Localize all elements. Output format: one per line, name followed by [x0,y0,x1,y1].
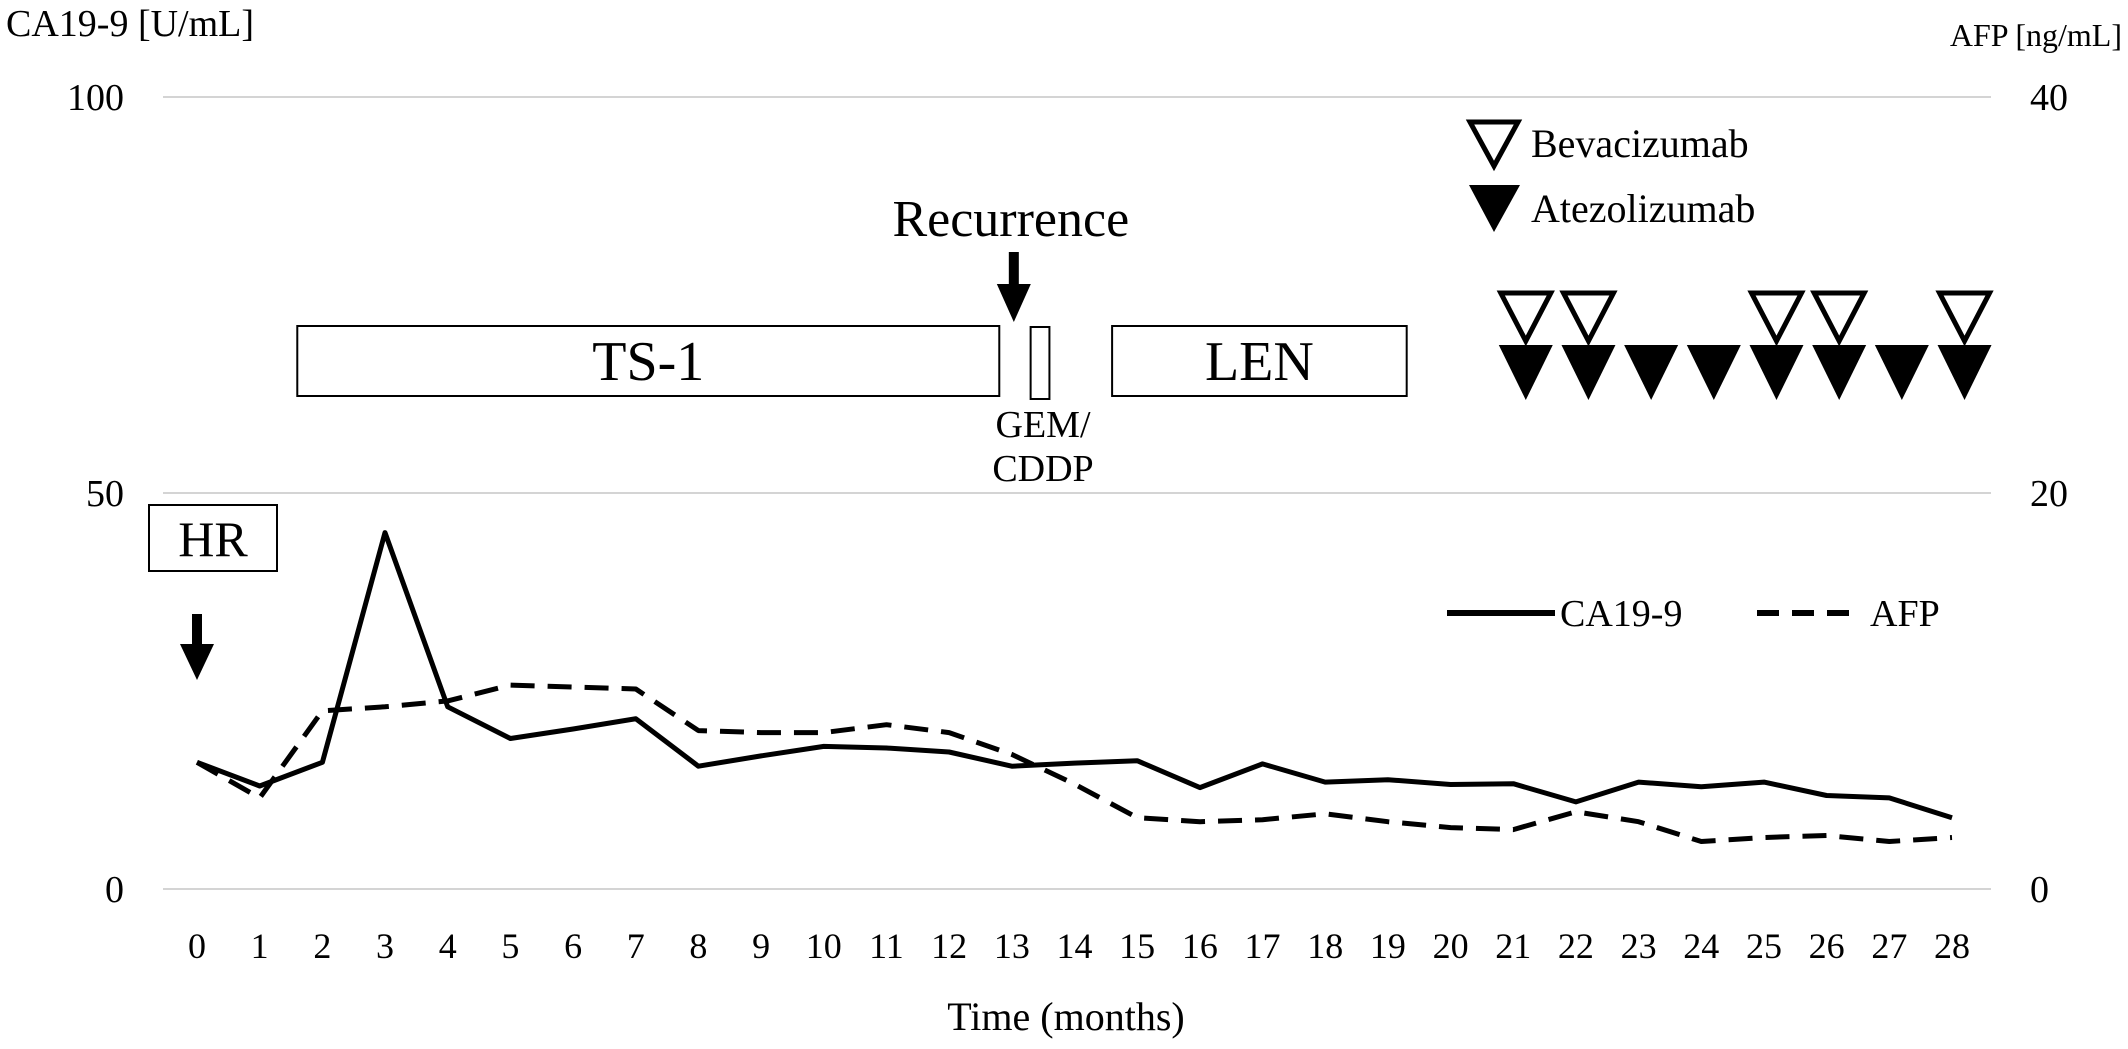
treatment-bar [1111,325,1408,397]
x-tick-label: 3 [376,926,394,966]
x-tick-label: 10 [806,926,842,966]
x-tick-label: 17 [1245,926,1281,966]
y-left-tick-label: 100 [67,77,124,119]
y-left-axis-label: CA19-9 [U/mL] [6,3,254,45]
gem-label-line1: GEM/ [996,404,1091,446]
treatment-bar-label: LEN [1205,331,1314,393]
x-tick-label: 9 [752,926,770,966]
x-tick-label: 5 [501,926,519,966]
x-tick-label: 1 [251,926,269,966]
x-tick-label: 19 [1370,926,1406,966]
annotations: HR Recurrence GEM/CDDP [148,191,1129,680]
x-tick-label: 14 [1057,926,1093,966]
atezolizumab-legend-icon [1469,185,1520,232]
x-tick-label: 8 [689,926,707,966]
atezolizumab-marker [1812,345,1867,400]
x-tick-label: 23 [1621,926,1657,966]
legend: CA19-9 AFP [1447,593,1940,635]
bevacizumab-legend-icon [1465,119,1523,172]
x-tick-label: 28 [1934,926,1970,966]
x-tick-label: 26 [1809,926,1845,966]
hr-label: HR [178,511,248,567]
bevacizumab-marker [1747,290,1806,347]
x-axis-label: Time (months) [947,994,1184,1039]
x-tick-label: 20 [1433,926,1469,966]
x-tick-label: 0 [188,926,206,966]
y-left-tick-label: 0 [105,869,124,911]
x-tick-label: 11 [869,926,904,966]
atezolizumab-marker [1937,345,1992,400]
treatment-bar [296,325,1001,397]
bevacizumab-marker [1559,290,1618,347]
hr-box [148,504,278,572]
atezolizumab-marker [1686,345,1741,400]
bevacizumab-marker [1496,290,1555,347]
atezolizumab-marker [1498,345,1553,400]
treatment-bars: TS-1 LEN [296,325,1408,400]
recurrence-arrow-head [996,284,1031,322]
legend-afp-label: AFP [1870,593,1940,635]
treatment-bar-label: TS-1 [592,331,704,393]
x-tick-label: 16 [1182,926,1218,966]
legend-ca199-label: CA19-9 [1560,593,1682,635]
y-left-tick-label: 50 [86,473,124,515]
atezolizumab-marker [1624,345,1679,400]
x-tick-label: 25 [1746,926,1782,966]
series-line-afp [195,682,1953,844]
bevacizumab-marker [1935,290,1994,347]
x-tick-label: 21 [1495,926,1531,966]
x-tick-label: 27 [1871,926,1907,966]
y-right-axis-label: AFP [ng/mL] [1950,17,2122,53]
x-tick-label: 24 [1683,926,1719,966]
y-right-tick-label: 0 [2030,869,2049,911]
hr-arrow-head [180,644,214,680]
y-right-tick-label: 40 [2030,77,2068,119]
x-tick-label: 15 [1119,926,1155,966]
recurrence-label: Recurrence [892,191,1129,248]
atezolizumab-marker [1561,345,1616,400]
x-tick-label: 22 [1558,926,1594,966]
dosing-markers: Bevacizumab Atezolizumab [1465,119,1994,400]
y-right-tick-label: 20 [2030,473,2068,515]
x-tick-label: 2 [313,926,331,966]
atezolizumab-marker [1749,345,1804,400]
gem-label-line2: CDDP [992,448,1093,490]
x-tick-label: 13 [994,926,1030,966]
atezolizumab-marker [1874,345,1929,400]
x-tick-label: 4 [439,926,457,966]
treatment-bar [1029,326,1051,400]
bevacizumab-marker [1810,290,1869,347]
bevacizumab-legend-label: Bevacizumab [1531,121,1749,166]
series-lines [195,530,1953,844]
x-tick-label: 6 [564,926,582,966]
x-tick-label: 18 [1307,926,1343,966]
atezolizumab-legend-label: Atezolizumab [1531,186,1755,231]
x-tick-label: 12 [931,926,967,966]
series-line-ca19-9 [196,530,1953,821]
x-tick-label: 7 [627,926,645,966]
